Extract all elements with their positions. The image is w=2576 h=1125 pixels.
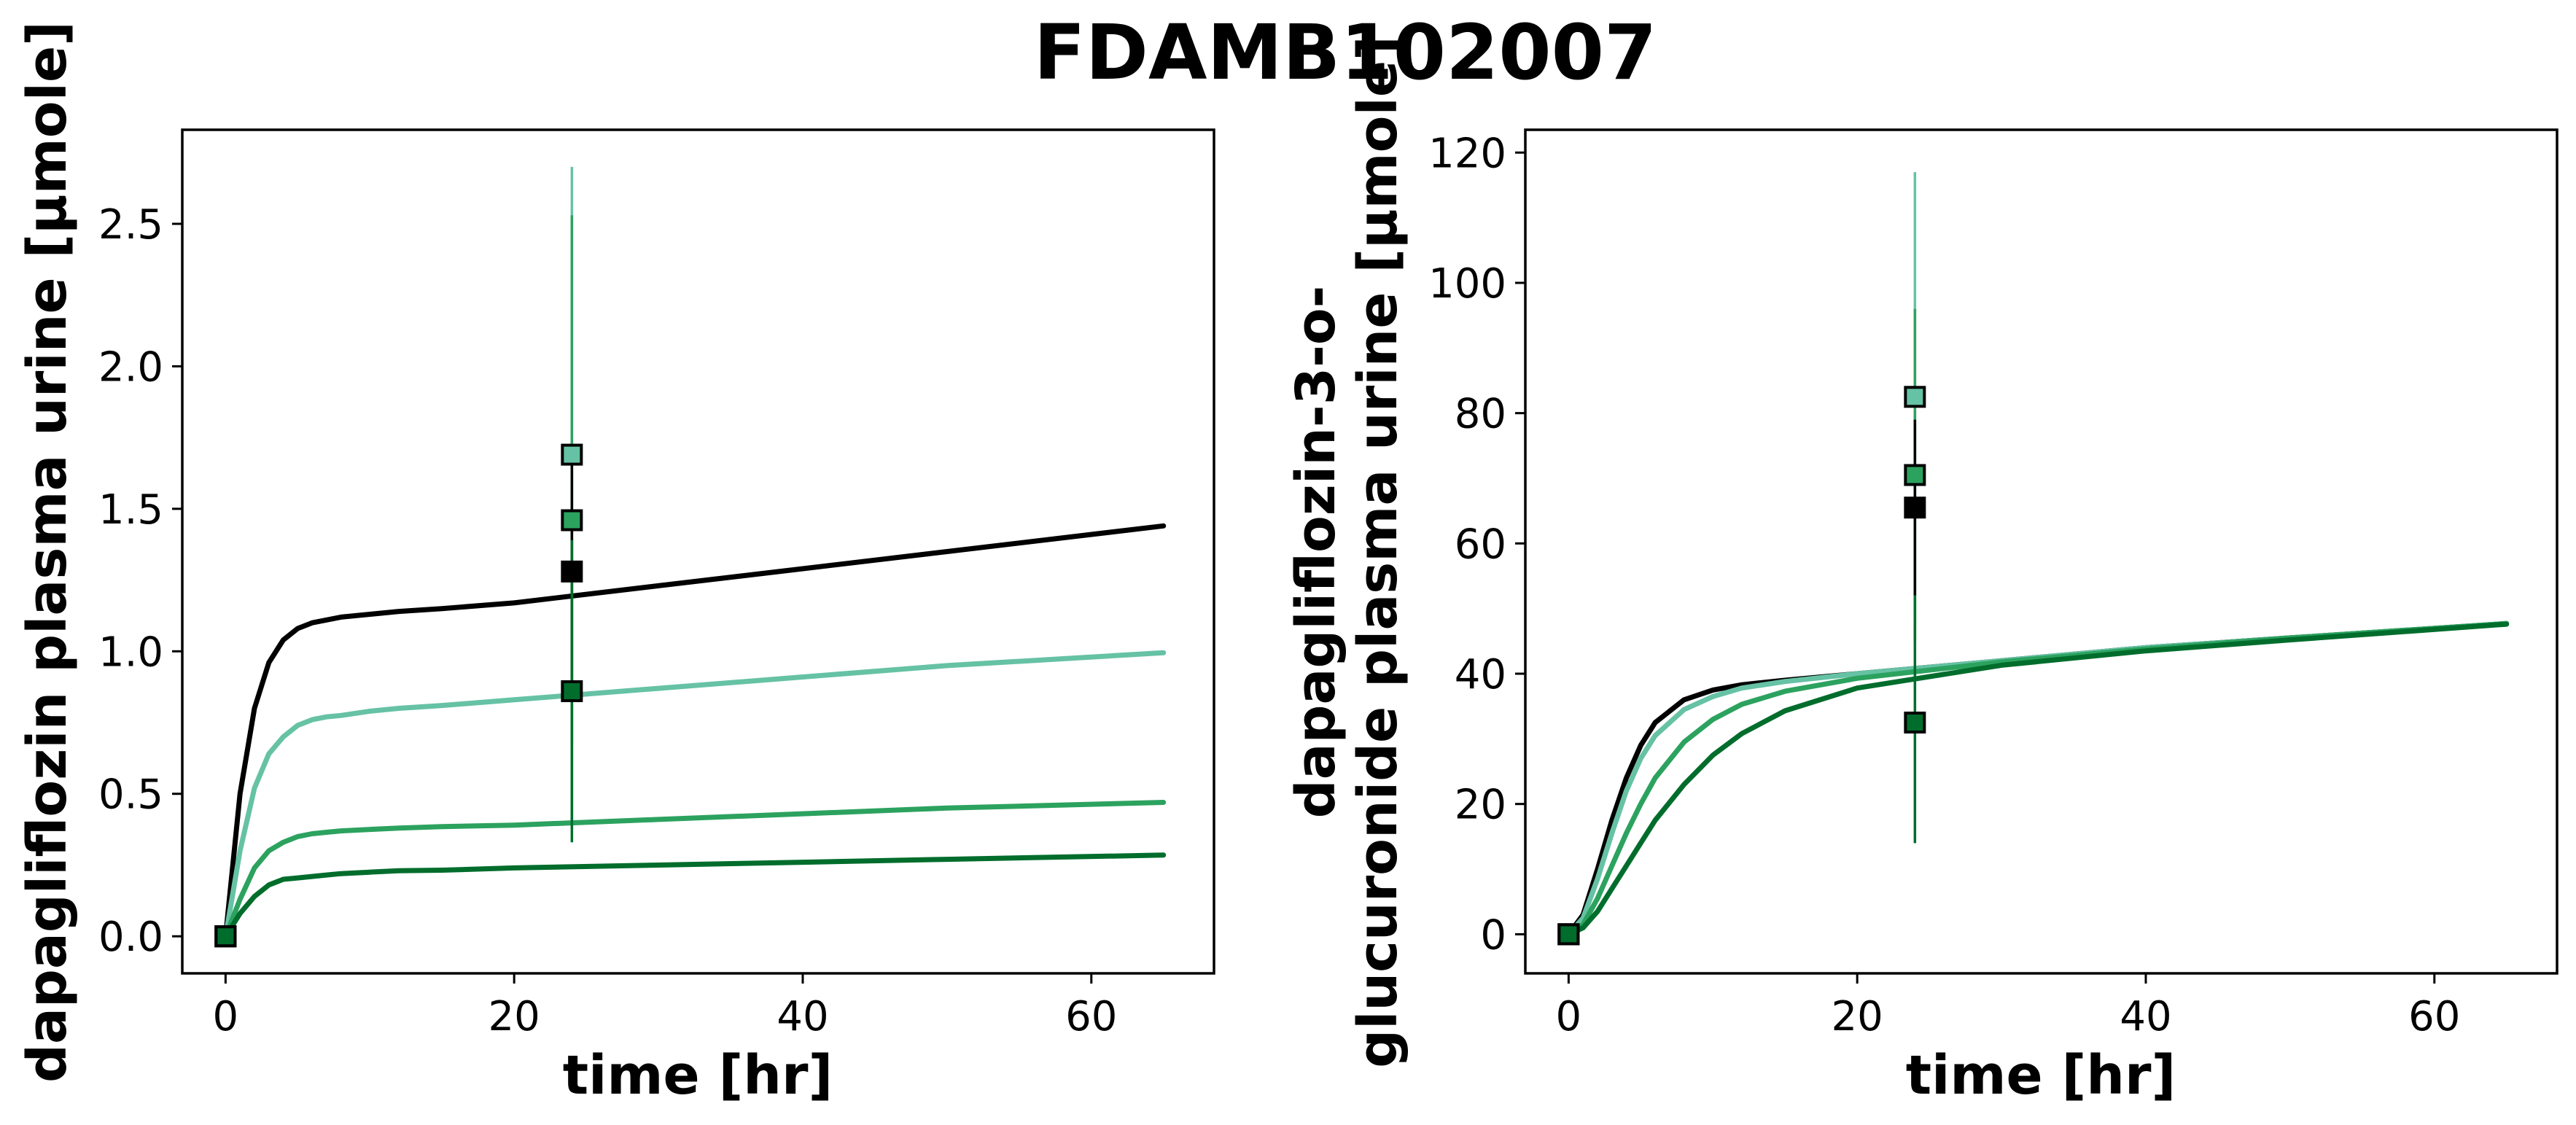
right-series-line-2 <box>1565 620 2510 937</box>
left-x-tick-label: 40 <box>777 993 828 1040</box>
right-data-marker-4 <box>1904 386 1926 408</box>
right-y-tick-label: 60 <box>1455 521 1506 568</box>
right-y-axis-label-line-2: glucuronide plasma urine [µmole] <box>1347 36 1409 1068</box>
right-axes-frame <box>1524 128 2559 975</box>
right-x-tick-label: 60 <box>2408 993 2460 1040</box>
right-x-tick-label: 20 <box>1832 993 1883 1040</box>
left-series-line-1 <box>222 650 1167 939</box>
right-x-tick-label: 0 <box>1556 993 1582 1040</box>
left-series-line-2 <box>222 800 1167 939</box>
right-x-axis-label: time [hr] <box>1906 1044 2176 1107</box>
right-y-tick-label: 20 <box>1455 782 1506 829</box>
left-plot-area <box>214 166 1167 948</box>
left-y-tick-label: 2.5 <box>98 201 163 249</box>
figure-title: FDAMB102007 <box>1034 8 1657 97</box>
left-series-line-0 <box>222 523 1167 939</box>
left-y-tick-label: 1.5 <box>98 486 163 534</box>
right-data-marker-7 <box>1904 712 1926 734</box>
right-plot-panel: 0 20 40 60 0 20 40 60 80 100 120 time [hr] dapagli… <box>1285 36 2559 1107</box>
right-y-axis-label-line-1: dapagliflozin-3-o- <box>1285 286 1347 819</box>
left-axes-frame <box>181 128 1215 975</box>
left-x-tick-label: 20 <box>489 993 540 1040</box>
left-data-marker-3 <box>214 925 237 948</box>
left-y-tick-label: 1.0 <box>98 628 163 676</box>
left-y-tick-label: 0.5 <box>98 771 163 819</box>
right-y-tick-label: 40 <box>1455 651 1506 698</box>
left-data-marker-6 <box>561 560 583 583</box>
left-x-axis-label: time [hr] <box>563 1044 833 1107</box>
left-plot-panel: 0 20 40 60 0.0 0.5 1.0 1.5 2.0 2.5 time [hr] dapa… <box>16 21 1215 1107</box>
left-x-tick-label: 60 <box>1065 993 1117 1040</box>
left-data-marker-7 <box>561 680 583 703</box>
right-y-tick-label: 100 <box>1428 260 1506 308</box>
right-ticks: 0 20 40 60 0 20 40 60 80 100 120 <box>1428 130 2460 1040</box>
left-data-marker-5 <box>561 509 583 532</box>
right-y-tick-label: 0 <box>1480 911 1506 959</box>
left-y-tick-label: 2.0 <box>98 343 163 391</box>
left-ticks: 0 20 40 60 0.0 0.5 1.0 1.5 2.0 2.5 <box>98 201 1117 1040</box>
left-y-axis-label: dapagliflozin plasma urine [µmole] <box>16 21 79 1083</box>
left-data-marker-4 <box>561 443 583 466</box>
right-y-tick-label: 120 <box>1428 130 1506 177</box>
left-series-line-3 <box>222 852 1167 939</box>
right-series-line-3 <box>1565 621 2510 937</box>
right-data-marker-6 <box>1904 497 1926 519</box>
left-x-tick-label: 0 <box>213 993 239 1040</box>
left-y-tick-label: 0.0 <box>98 914 163 961</box>
right-data-marker-3 <box>1557 923 1580 946</box>
right-data-marker-5 <box>1904 464 1926 486</box>
right-plot-area <box>1557 172 2510 946</box>
right-x-tick-label: 40 <box>2120 993 2171 1040</box>
right-y-tick-label: 80 <box>1455 391 1506 438</box>
